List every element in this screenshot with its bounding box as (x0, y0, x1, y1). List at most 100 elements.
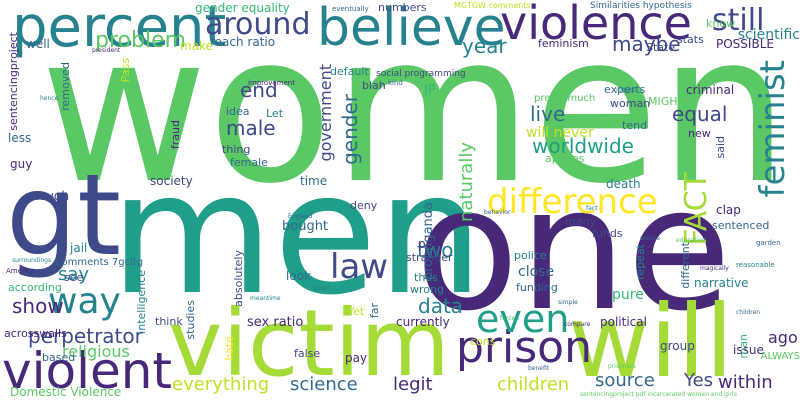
word: hence (40, 95, 59, 102)
word: issue (733, 343, 764, 357)
word: female (230, 156, 268, 169)
word: eventually (332, 5, 369, 13)
word: male (226, 116, 276, 140)
word: forced (500, 315, 519, 322)
word: stupid (312, 285, 331, 292)
word: Domestic Violence (10, 385, 122, 399)
word: percent (12, 0, 227, 60)
word: default (330, 65, 369, 78)
word: everything (172, 374, 270, 395)
word: improvement (248, 79, 295, 87)
word: sentencingproject (7, 32, 20, 131)
word: still (712, 3, 765, 38)
word: think (155, 315, 183, 328)
word: removed (59, 62, 72, 111)
word: make (180, 39, 213, 53)
word: religious (62, 342, 130, 361)
word: within (718, 372, 773, 393)
word: kind (388, 79, 403, 87)
word: garden (756, 239, 781, 247)
word: idea (226, 105, 250, 118)
word: president (92, 47, 121, 54)
word: JP (424, 83, 436, 98)
word: cons (470, 335, 496, 348)
word: State (646, 41, 676, 54)
word: naturally (456, 142, 477, 222)
word: two (417, 238, 454, 262)
word: bought (282, 219, 329, 234)
word: legit (393, 374, 433, 395)
word: end (240, 78, 278, 102)
word: man (737, 334, 750, 359)
word: behavior (484, 209, 511, 216)
word: far (368, 303, 381, 319)
word: men (110, 136, 484, 332)
word: wrong (410, 283, 444, 296)
word: pay (345, 351, 368, 365)
word: fact (586, 205, 598, 212)
word: say (58, 264, 90, 285)
word: police (514, 249, 547, 262)
word: comments 7gcltg (56, 257, 144, 268)
word: gender (338, 94, 362, 165)
word: America (6, 267, 35, 275)
word: group (660, 339, 695, 353)
word: maybe (612, 32, 681, 56)
word: prison (456, 322, 592, 373)
word: woman (610, 97, 651, 110)
word: violence (500, 0, 692, 50)
word: reasonable (736, 261, 775, 269)
word: one (415, 151, 732, 349)
word: source (640, 235, 660, 242)
word: acrosswalls (4, 327, 67, 340)
word: gt (6, 151, 122, 281)
word: numbers (378, 1, 427, 14)
word: feminist (753, 60, 793, 198)
word: pure (612, 287, 644, 303)
word: simple (558, 299, 578, 306)
word: benefit (528, 365, 550, 372)
word: Let (266, 107, 284, 120)
word: thus (414, 271, 438, 284)
word: new (688, 127, 711, 140)
word: less (8, 131, 32, 145)
word: death (606, 177, 641, 191)
word: political (600, 315, 647, 329)
word: narrative (694, 276, 749, 290)
word: applies (545, 152, 585, 165)
word: sex ratio (247, 315, 304, 330)
word: around (205, 7, 311, 42)
word: believe (317, 0, 506, 58)
word: studies (184, 300, 197, 340)
word: sentencingproject pdf incarcerated women… (580, 391, 737, 398)
word: children (736, 309, 761, 316)
word: Yet (348, 305, 365, 318)
word: said (714, 136, 727, 159)
word: science (290, 374, 358, 395)
word: data (418, 294, 464, 318)
word: absolutely (232, 250, 245, 307)
word: POSSIBLE (716, 37, 774, 51)
word: live (530, 102, 566, 126)
word: false (294, 347, 321, 360)
word: problem (95, 28, 187, 53)
word: MIGHT (648, 95, 685, 108)
word: gender equality (195, 1, 290, 15)
word: ALWAYS (760, 351, 800, 362)
word: year (462, 34, 507, 58)
word: violent (2, 342, 173, 400)
word: deny (350, 199, 378, 212)
word: stranger (406, 251, 453, 264)
word: sentenced (712, 219, 770, 232)
word: nature (616, 87, 636, 94)
word: intelligence (135, 270, 148, 334)
word: pdf (418, 237, 438, 251)
word: guy (10, 157, 33, 171)
word: know (706, 17, 736, 30)
word: MGTOW comments (454, 1, 531, 10)
word: FACT (679, 172, 714, 246)
word: victim (168, 290, 450, 397)
word: scientific (737, 27, 800, 43)
word: show (12, 294, 64, 318)
